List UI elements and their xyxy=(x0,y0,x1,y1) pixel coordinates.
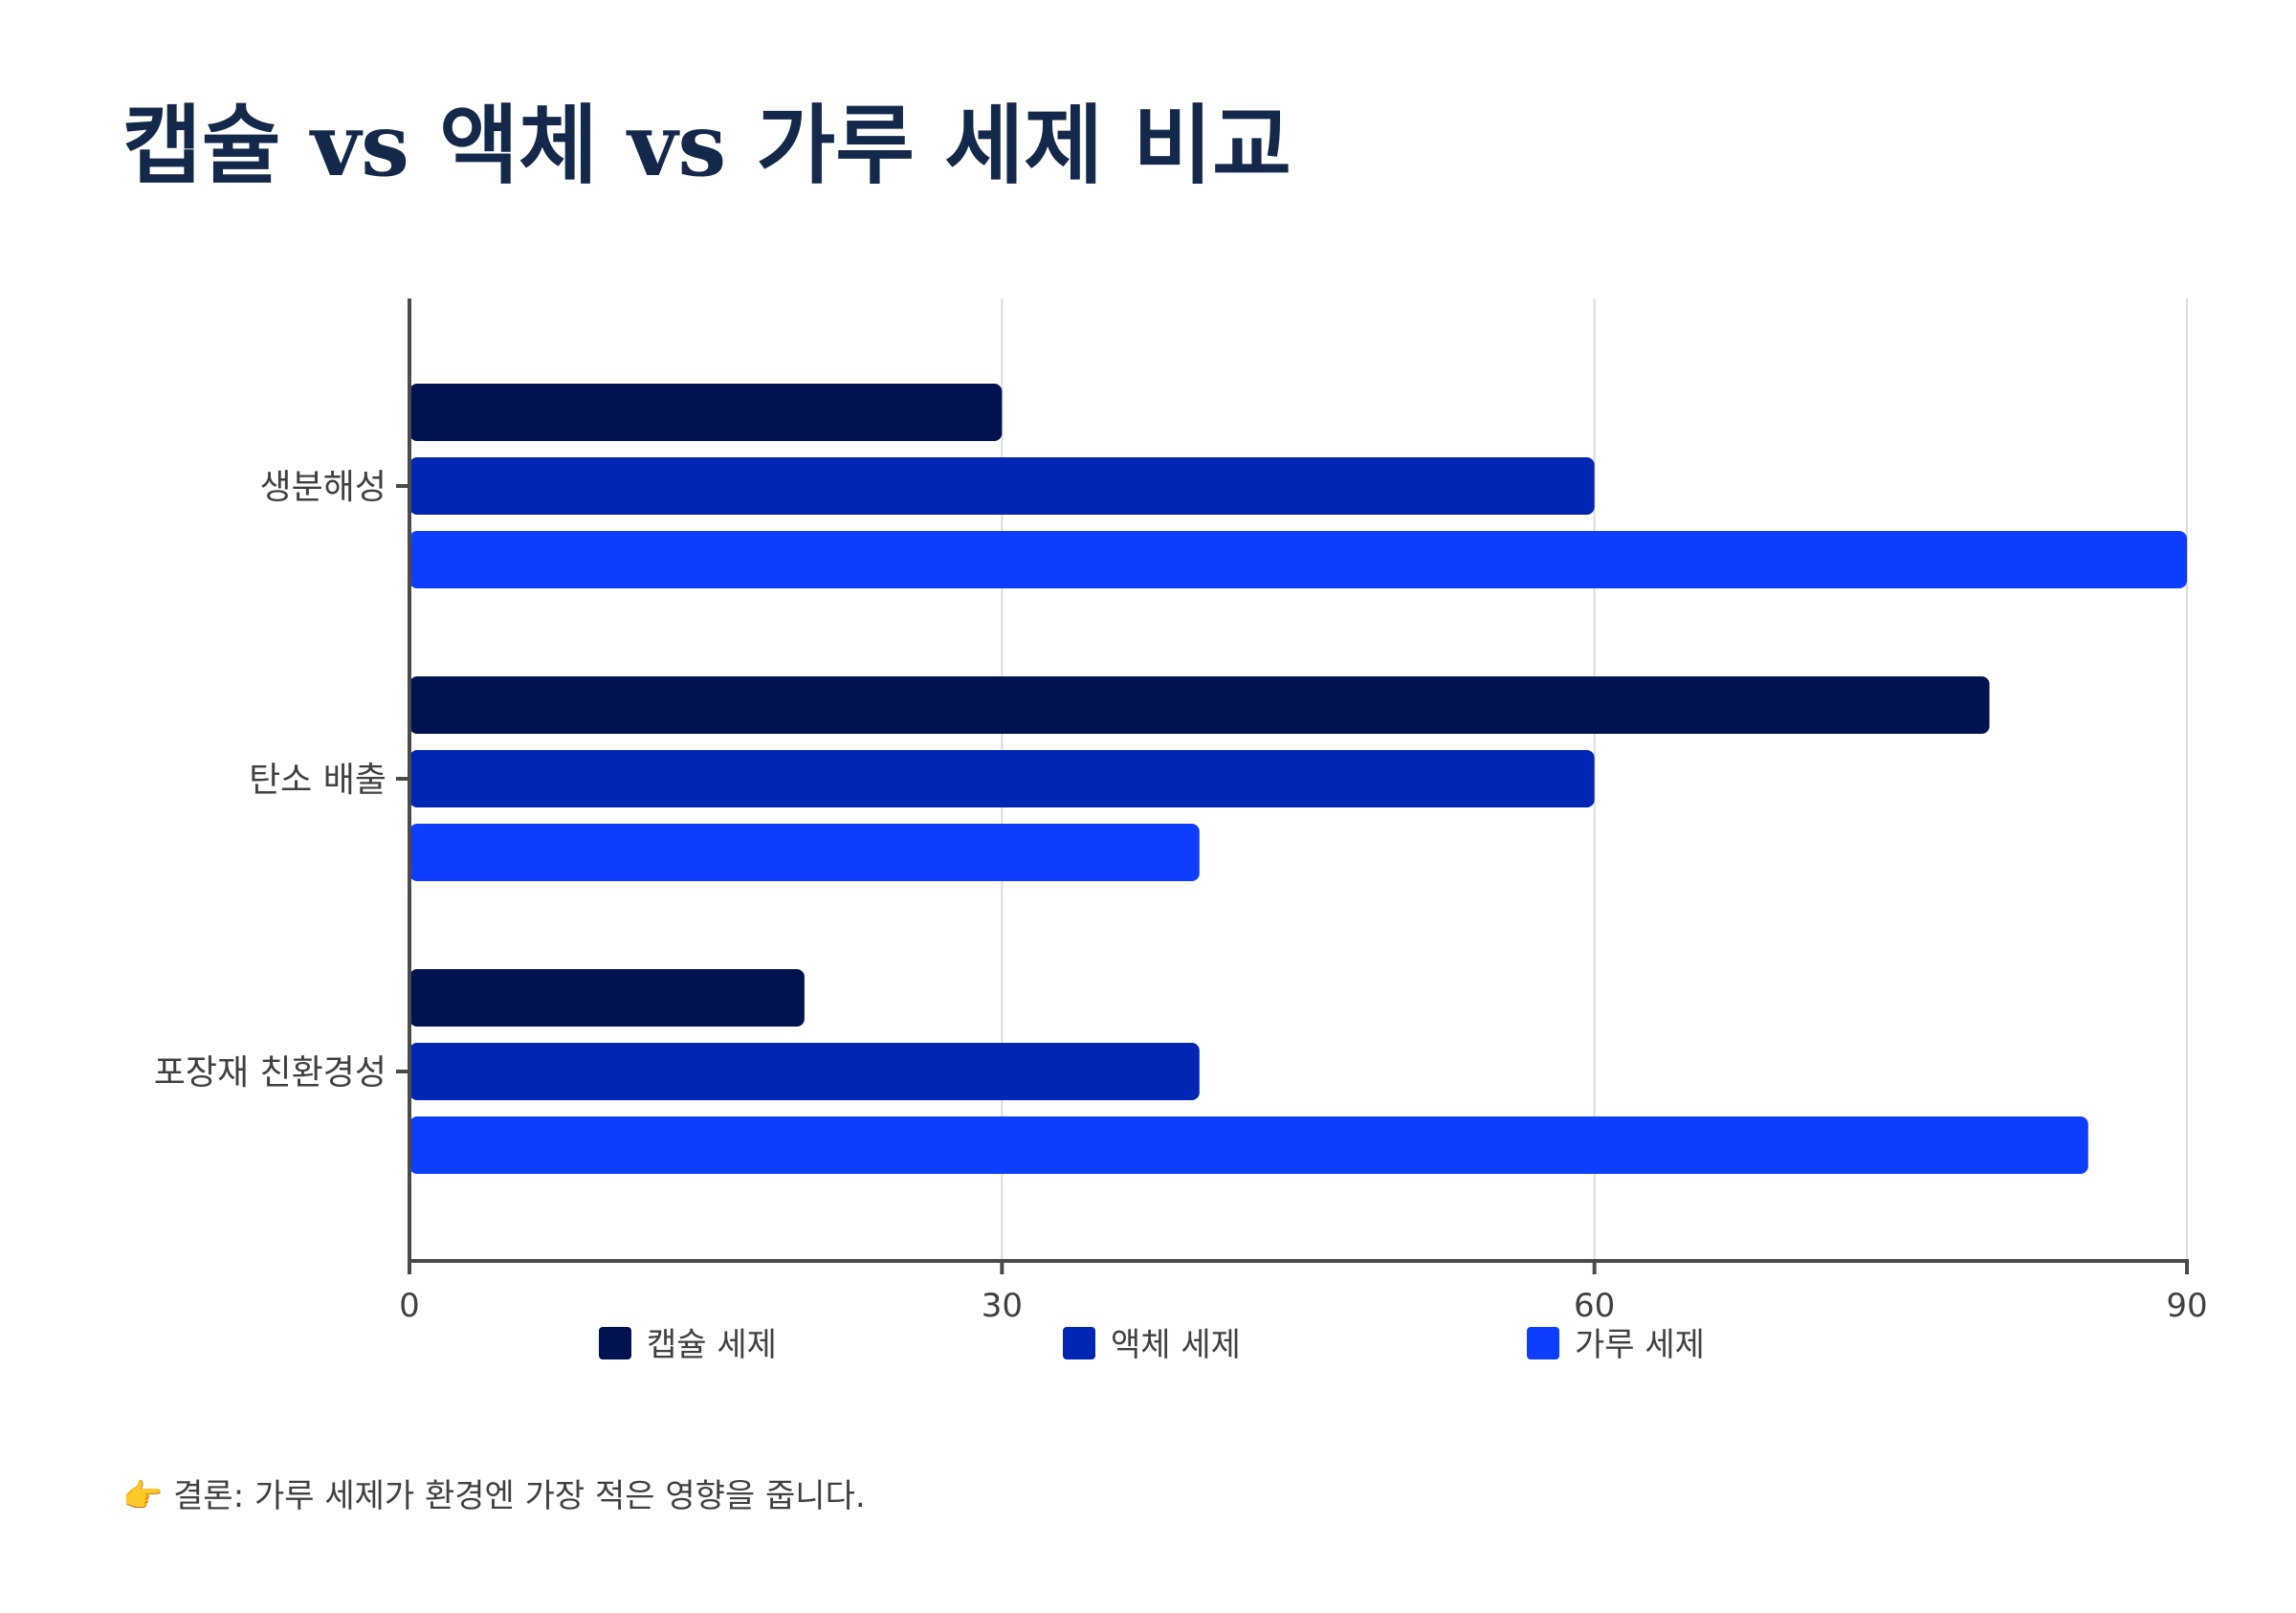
bar xyxy=(409,531,2187,588)
bar xyxy=(409,457,1595,515)
legend-label: 액체 세제 xyxy=(1111,1326,1241,1364)
bar xyxy=(409,384,1003,441)
y-category-label: 생분해성 xyxy=(260,468,386,507)
bar xyxy=(409,676,1990,734)
bar xyxy=(409,1043,1200,1100)
x-tick-label: 90 xyxy=(2166,1287,2207,1325)
y-category-label: 포장재 친환경성 xyxy=(154,1053,386,1093)
legend-swatch xyxy=(1063,1327,1095,1359)
conclusion-note: 👉 결론: 가루 세제가 환경엔 가장 적은 영향을 줍니다. xyxy=(122,1477,866,1515)
bar xyxy=(409,969,805,1027)
legend-label: 캡슐 세제 xyxy=(647,1326,777,1364)
y-category-label: 탄소 배출 xyxy=(249,761,386,800)
x-tick-label: 30 xyxy=(982,1287,1023,1325)
legend-swatch xyxy=(1527,1327,1559,1359)
bar xyxy=(409,750,1595,807)
legend-swatch xyxy=(599,1327,631,1359)
x-tick-label: 60 xyxy=(1574,1287,1615,1325)
bar xyxy=(409,1116,2088,1174)
legend-label: 가루 세제 xyxy=(1575,1326,1705,1364)
bar xyxy=(409,824,1200,881)
x-tick-label: 0 xyxy=(399,1287,420,1325)
chart-title: 캡슐 vs 액체 vs 가루 세제 비교 xyxy=(122,95,1292,196)
